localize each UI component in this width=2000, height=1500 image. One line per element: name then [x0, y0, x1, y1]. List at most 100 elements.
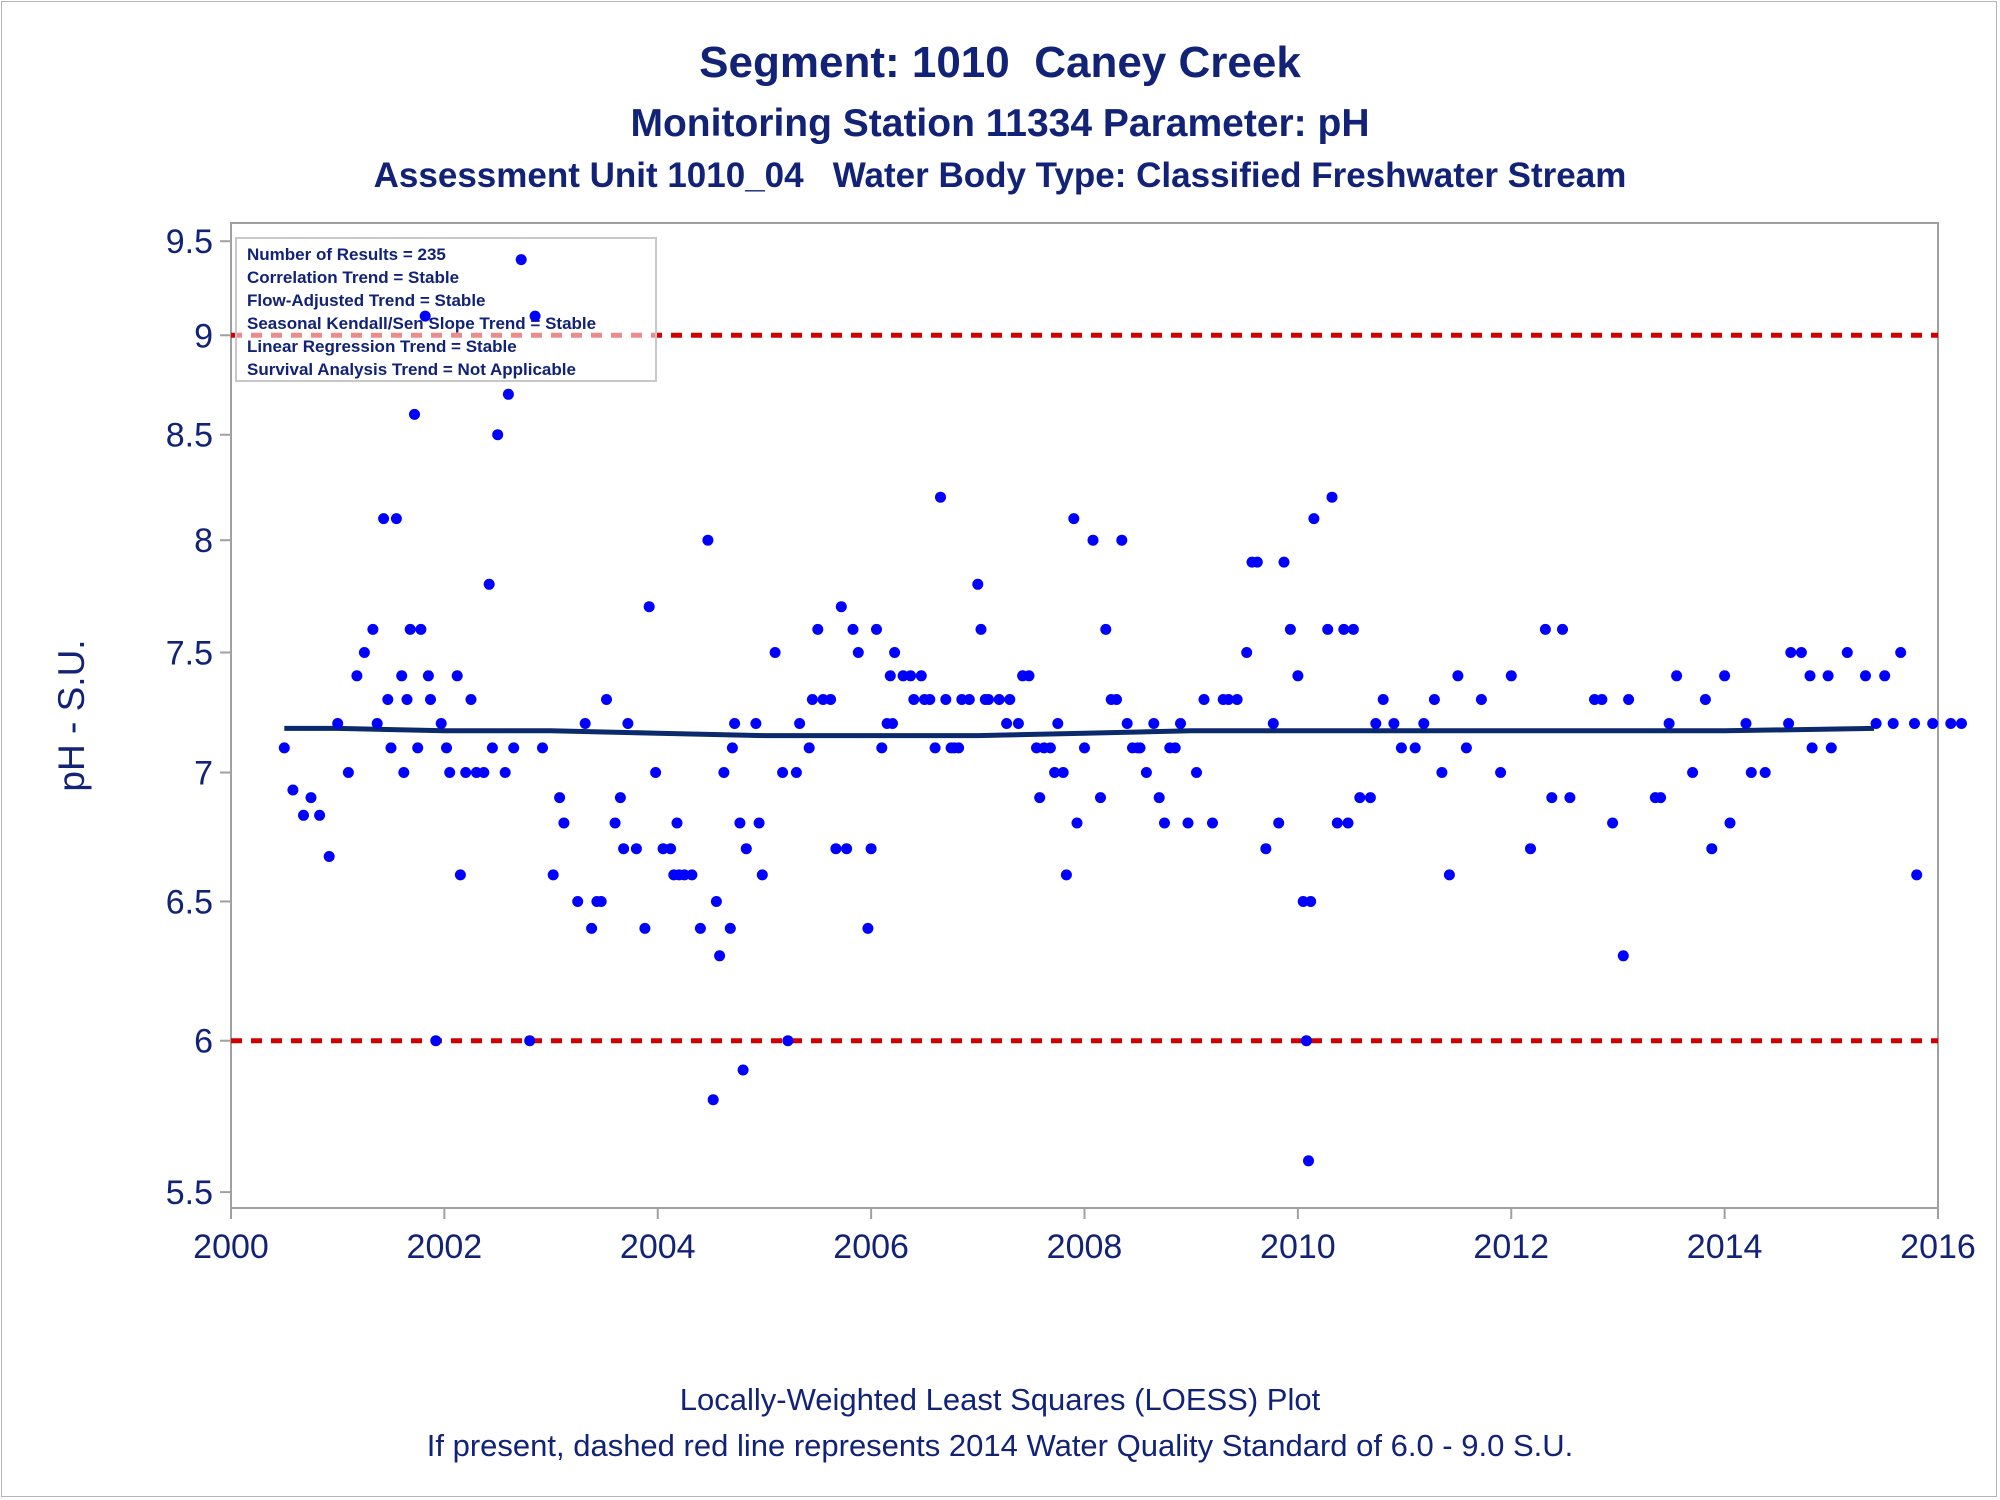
data-point [812, 623, 824, 635]
data-point [1182, 817, 1194, 829]
data-point [1409, 742, 1421, 754]
trend-inset: Number of Results = 235 Correlation Trend… [235, 237, 657, 382]
data-point [425, 694, 436, 705]
data-point [1331, 817, 1343, 829]
y-tick-label: 9 [194, 317, 213, 355]
chart-subtitle-station: Monitoring Station 11334 Parameter: pH [630, 102, 1370, 145]
data-point [572, 896, 584, 907]
data-point [806, 694, 818, 705]
data-point [358, 647, 370, 658]
data-point [435, 718, 447, 729]
data-point [342, 767, 354, 778]
data-point [1153, 792, 1165, 804]
data-point [1191, 767, 1202, 778]
data-point [729, 718, 741, 729]
data-point [702, 534, 714, 546]
data-point [1052, 718, 1064, 729]
data-point [404, 623, 416, 635]
data-point [371, 718, 383, 729]
data-point [1806, 742, 1818, 754]
data-point [454, 869, 466, 881]
data-point [382, 694, 394, 705]
data-point [1148, 718, 1160, 729]
x-tick-label: 2012 [1473, 1228, 1549, 1266]
data-point [1044, 742, 1056, 754]
y-tick-label: 7.5 [166, 634, 213, 672]
data-point [1284, 623, 1296, 635]
data-point [1699, 694, 1711, 705]
data-point [444, 767, 456, 778]
data-point [483, 578, 495, 590]
x-tick-label: 2002 [407, 1228, 483, 1266]
data-point [1740, 718, 1752, 729]
data-point [529, 310, 541, 322]
axes: 5.5 6 6.5 7 7.5 8 8.5 9 9.5 2000 2002 2004 2006 2008 2… [51, 222, 1976, 1266]
data-point [367, 623, 379, 635]
data-point [1388, 718, 1400, 729]
data-point [1860, 670, 1871, 682]
data-point [1111, 694, 1122, 705]
data-point [1505, 670, 1517, 682]
data-point [915, 670, 927, 682]
data-point [983, 694, 994, 705]
data-point [323, 851, 335, 862]
data-point [1745, 767, 1757, 778]
data-point [332, 718, 344, 729]
data-point [724, 922, 736, 934]
data-point [465, 694, 477, 705]
trend-inset-line: Correlation Trend = Stable [247, 268, 459, 287]
data-point [1452, 670, 1464, 682]
data-point [586, 922, 598, 934]
data-point [1169, 742, 1181, 754]
data-point [929, 742, 941, 754]
data-point [1539, 623, 1551, 635]
y-tick-label: 7 [194, 755, 213, 793]
data-point [905, 670, 917, 682]
trend-inset-line: Flow-Adjusted Trend = Stable [247, 291, 486, 310]
data-point [390, 513, 402, 525]
data-point [1783, 718, 1795, 729]
data-point [1057, 767, 1069, 778]
data-point [871, 623, 882, 635]
data-point [441, 742, 452, 754]
data-point [1100, 623, 1112, 635]
data-point [614, 792, 626, 804]
standard-lines [231, 332, 1938, 1044]
trend-inset-line: Seasonal Kendall/Sen Slope Trend = Stabl… [247, 314, 596, 333]
data-point [889, 647, 901, 658]
data-point [1303, 1155, 1314, 1167]
data-point [1596, 694, 1608, 705]
data-point [398, 767, 410, 778]
data-point [1322, 623, 1334, 635]
data-point [1342, 817, 1354, 829]
data-point [502, 388, 514, 400]
data-point [351, 670, 363, 682]
data-point [1564, 792, 1576, 804]
data-point [1724, 817, 1736, 829]
data-point [1305, 896, 1317, 907]
data-point [1495, 767, 1507, 778]
data-point [1428, 694, 1440, 705]
data-point [1231, 694, 1243, 705]
data-point [1241, 647, 1253, 658]
data-point [707, 1094, 719, 1106]
data-point [579, 718, 591, 729]
data-point [993, 694, 1005, 705]
data-point [618, 843, 630, 855]
data-point [422, 670, 434, 682]
data-point [1034, 792, 1046, 804]
data-point [1663, 718, 1675, 729]
data-point [963, 694, 975, 705]
data-point [1909, 718, 1920, 729]
data-point [686, 869, 698, 881]
data-point [1354, 792, 1366, 804]
data-point [1395, 742, 1407, 754]
data-point [554, 792, 566, 804]
data-point [1525, 843, 1536, 855]
data-point [1804, 670, 1816, 682]
footnote-standard: If present, dashed red line represents 2… [426, 1428, 1574, 1463]
data-point [1759, 767, 1771, 778]
data-point [478, 767, 490, 778]
data-point [524, 1035, 536, 1047]
